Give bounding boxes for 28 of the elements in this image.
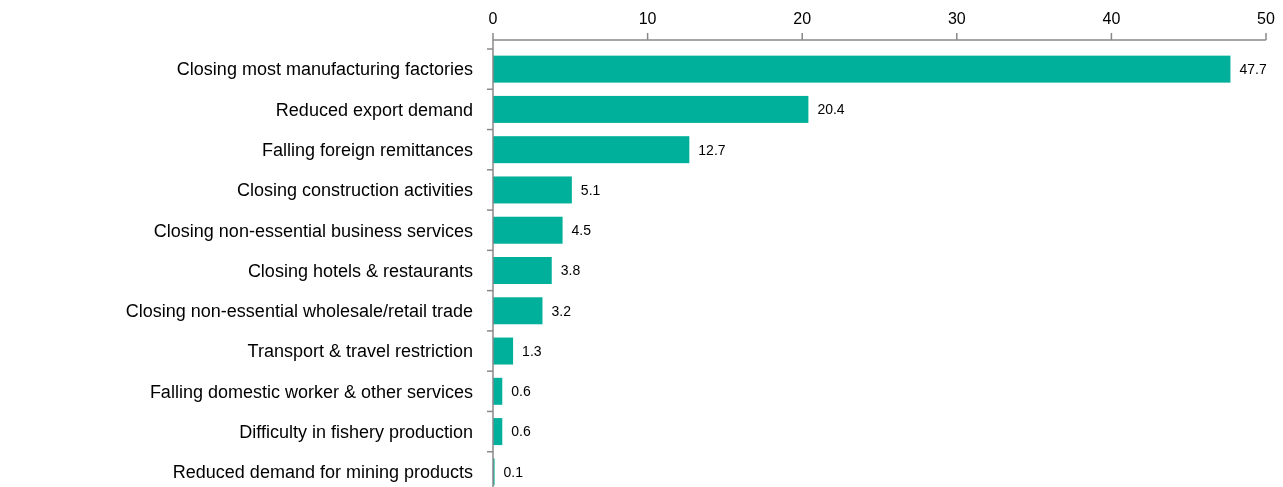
y-tick-label: Closing non-essential business services	[153, 220, 473, 241]
y-tick-label: Reduced demand for mining products	[172, 462, 473, 483]
y-tick-label: Closing non-essential wholesale/retail trade	[125, 301, 473, 322]
x-tick-label: 50	[1257, 10, 1275, 27]
data-label: 20.4	[817, 101, 845, 118]
y-tick-label: Closing most manufacturing factories	[176, 59, 473, 80]
data-label: 5.1	[580, 181, 601, 198]
x-tick-label: 10	[638, 10, 657, 27]
data-label: 0.6	[511, 383, 531, 400]
y-tick-label: Closing hotels & restaurants	[247, 260, 473, 281]
y-tick-label: Falling domestic worker & other services	[149, 381, 473, 402]
y-tick-label: Reduced export demand	[275, 99, 473, 120]
y-tick-label: Falling foreign remittances	[261, 139, 473, 160]
data-label: 1.3	[522, 342, 542, 359]
data-label: 47.7	[1239, 61, 1267, 78]
data-label: 4.5	[571, 222, 592, 239]
y-tick-label: Transport & travel restriction	[247, 341, 473, 362]
x-tick-label: 40	[1102, 10, 1121, 27]
x-tick-label: 0	[488, 10, 498, 27]
data-label: 0.1	[503, 463, 524, 480]
data-label: 3.8	[560, 262, 581, 279]
y-tick-label: Closing construction activities	[236, 180, 473, 201]
y-tick-label: Difficulty in fishery production	[239, 421, 473, 442]
x-tick-label: 30	[947, 10, 966, 27]
data-label: 12.7	[698, 141, 726, 158]
data-label: 3.2	[551, 302, 572, 319]
data-label: 0.6	[511, 423, 531, 440]
x-tick-label: 20	[793, 10, 812, 27]
